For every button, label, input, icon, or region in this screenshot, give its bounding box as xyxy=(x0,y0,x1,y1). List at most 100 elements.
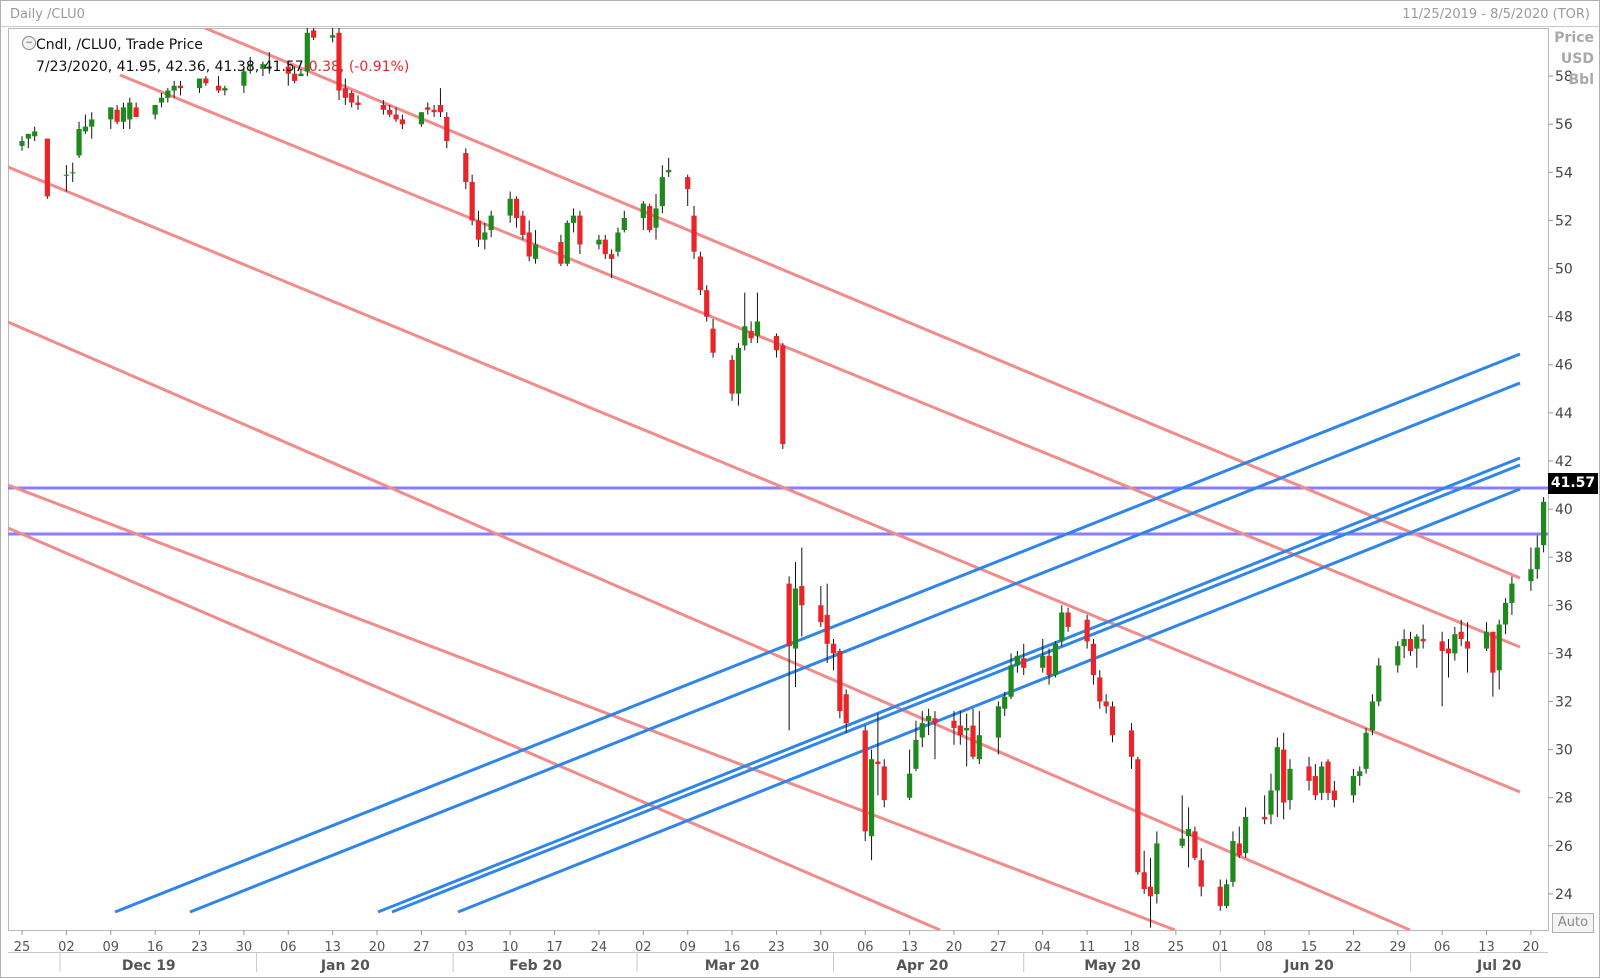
candle-down[interactable] xyxy=(1090,643,1097,676)
candle-down[interactable] xyxy=(957,725,963,736)
candle-down[interactable] xyxy=(1103,701,1109,707)
candle-down[interactable] xyxy=(748,331,754,339)
candle-up[interactable] xyxy=(1002,696,1008,709)
candle-up[interactable] xyxy=(735,347,742,394)
candle-up[interactable] xyxy=(1496,624,1502,671)
candle-down[interactable] xyxy=(780,345,786,445)
candle-down[interactable] xyxy=(215,85,222,91)
candle-up[interactable] xyxy=(89,119,95,127)
candle-up[interactable] xyxy=(615,232,621,252)
candle-up[interactable] xyxy=(108,107,114,120)
candle-up[interactable] xyxy=(1541,501,1547,546)
candle-up[interactable] xyxy=(640,203,646,219)
candle-down[interactable] xyxy=(697,256,703,291)
candle-down[interactable] xyxy=(704,290,710,317)
candle-up[interactable] xyxy=(1014,655,1020,666)
candle-down[interactable] xyxy=(1128,730,1135,757)
candle-up[interactable] xyxy=(1040,655,1046,668)
candle-down[interactable] xyxy=(558,242,564,264)
candle-down[interactable] xyxy=(1439,641,1445,651)
candle-up[interactable] xyxy=(868,759,875,837)
candle-down[interactable] xyxy=(1281,749,1287,803)
candle-down[interactable] xyxy=(824,614,830,644)
candle-down[interactable] xyxy=(342,88,348,98)
candle-down[interactable] xyxy=(881,766,887,801)
downtrend-channel-line[interactable] xyxy=(119,73,1521,649)
candle-up[interactable] xyxy=(995,706,1001,738)
candle-down[interactable] xyxy=(710,328,716,353)
candle-down[interactable] xyxy=(1084,619,1090,642)
candle-down[interactable] xyxy=(1331,790,1337,801)
candle-up[interactable] xyxy=(1230,841,1236,882)
candle-down[interactable] xyxy=(1262,816,1268,820)
candle-up[interactable] xyxy=(222,88,228,91)
candle-up[interactable] xyxy=(196,78,203,89)
candle-up[interactable] xyxy=(1369,701,1376,731)
candle-down[interactable] xyxy=(463,153,469,182)
candle-down[interactable] xyxy=(875,761,881,765)
candle-down[interactable] xyxy=(786,583,792,647)
candle-down[interactable] xyxy=(526,232,532,257)
candle-down[interactable] xyxy=(1046,655,1052,676)
candle-down[interactable] xyxy=(292,73,298,81)
candle-down[interactable] xyxy=(970,725,976,757)
candle-up[interactable] xyxy=(1509,583,1515,603)
candle-up[interactable] xyxy=(1179,838,1185,846)
uptrend-channel-line[interactable] xyxy=(114,352,1521,914)
candle-down[interactable] xyxy=(1097,677,1103,702)
candle-down[interactable] xyxy=(1065,612,1071,627)
candle-down[interactable] xyxy=(1458,631,1464,639)
candle-down[interactable] xyxy=(399,119,405,125)
candle-down[interactable] xyxy=(513,198,520,219)
candle-down[interactable] xyxy=(843,694,849,724)
candle-up[interactable] xyxy=(976,735,982,760)
candle-up[interactable] xyxy=(1376,665,1382,702)
candle-down[interactable] xyxy=(431,109,437,113)
candle-up[interactable] xyxy=(152,104,158,115)
candle-down[interactable] xyxy=(1021,658,1027,668)
candle-down[interactable] xyxy=(837,650,843,712)
candle-down[interactable] xyxy=(475,220,482,240)
candle-down[interactable] xyxy=(1490,631,1496,673)
candle-up[interactable] xyxy=(1274,747,1280,791)
candle-up[interactable] xyxy=(1154,843,1160,894)
candle-up[interactable] xyxy=(1052,643,1059,676)
candle-down[interactable] xyxy=(336,32,342,91)
candle-down[interactable] xyxy=(177,85,184,89)
candle-down[interactable] xyxy=(830,643,837,654)
candle-up[interactable] xyxy=(76,129,82,156)
candle-down[interactable] xyxy=(380,104,386,110)
candle-up[interactable] xyxy=(1357,771,1363,777)
downtrend-channel-line[interactable] xyxy=(204,28,1521,580)
uptrend-channel-line[interactable] xyxy=(457,487,1521,914)
candle-down[interactable] xyxy=(951,720,957,728)
candle-up[interactable] xyxy=(330,35,336,38)
candle-up[interactable] xyxy=(488,215,494,231)
candle-up[interactable] xyxy=(564,222,570,264)
candle-down[interactable] xyxy=(691,215,697,252)
candle-down[interactable] xyxy=(818,605,824,623)
candle-up[interactable] xyxy=(25,133,31,139)
candle-down[interactable] xyxy=(685,177,691,190)
candle-up[interactable] xyxy=(621,218,627,231)
candle-up[interactable] xyxy=(1414,636,1420,649)
candle-down[interactable] xyxy=(469,181,475,221)
candle-up[interactable] xyxy=(653,208,659,228)
candle-down[interactable] xyxy=(133,107,139,117)
candle-up[interactable] xyxy=(666,169,672,173)
candle-up[interactable] xyxy=(1401,638,1407,647)
candle-down[interactable] xyxy=(1109,706,1116,736)
candle-down[interactable] xyxy=(1312,776,1318,796)
candle-up[interactable] xyxy=(120,107,127,122)
candle-up[interactable] xyxy=(570,215,577,223)
candle-up[interactable] xyxy=(964,727,970,731)
candle-up[interactable] xyxy=(1502,602,1509,625)
candle-up[interactable] xyxy=(1185,828,1192,837)
candle-up[interactable] xyxy=(1268,790,1274,815)
candle-down[interactable] xyxy=(520,215,526,235)
candle-up[interactable] xyxy=(659,177,665,206)
candle-down[interactable] xyxy=(444,116,450,142)
candle-down[interactable] xyxy=(393,114,399,120)
candle-up[interactable] xyxy=(1350,776,1356,796)
candle-down[interactable] xyxy=(1420,638,1426,642)
